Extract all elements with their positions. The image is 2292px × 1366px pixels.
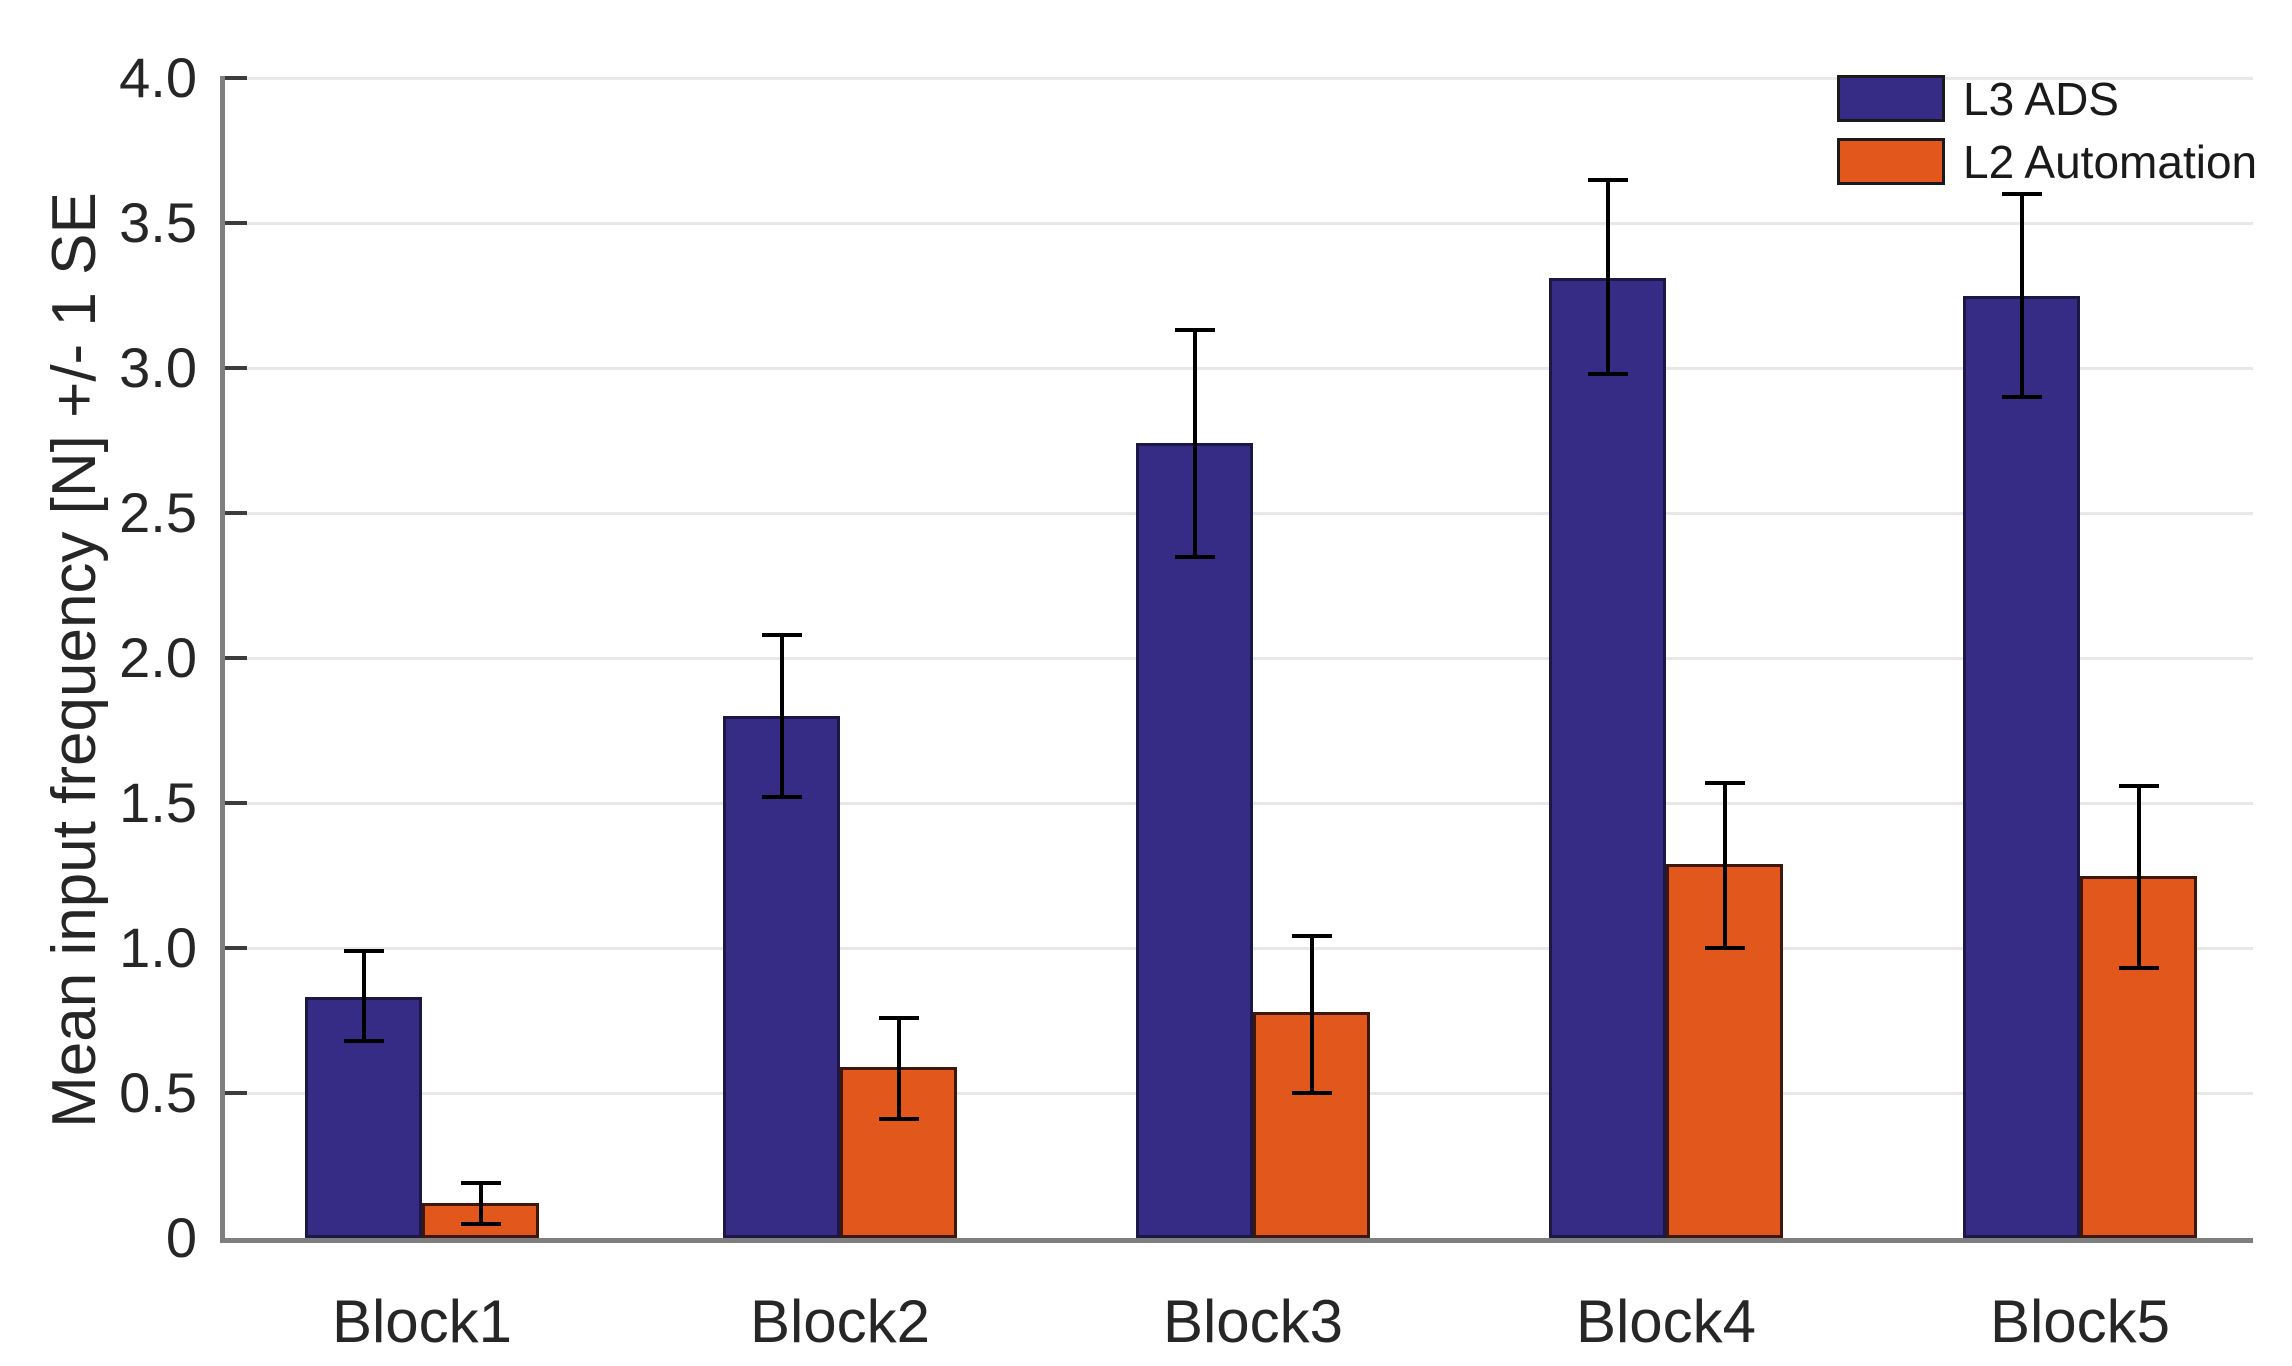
error-bar-line-block4-s1 [1722,782,1727,948]
y-tick-label-1.5: 1.5 [119,771,197,834]
y-tick-mark-2.5 [225,511,247,515]
y-tick-label-2.0: 2.0 [119,626,197,689]
x-tick-label-block1: Block1 [331,1288,513,1355]
legend-swatch-orange [1837,138,1945,185]
error-bar-cap-upper-block4-s1 [1704,780,1745,785]
y-tick-label-3.0: 3.0 [119,336,197,399]
x-tick-label-block5: Block5 [1989,1288,2171,1355]
gridline-y-3.0 [225,367,2253,370]
error-bar-cap-lower-block1-s1 [460,1221,501,1226]
error-bar-cap-upper-block3-s0 [1174,328,1215,333]
x-axis-line [220,1238,2253,1243]
y-tick-label-3.5: 3.5 [119,191,197,254]
y-axis-title: Mean input frequency [N] +/- 1 SE [40,192,109,1128]
y-tick-mark-3.0 [225,366,247,370]
error-bar-cap-upper-block1-s0 [343,948,384,953]
error-bar-cap-upper-block3-s1 [1291,934,1332,939]
error-bar-cap-lower-block1-s0 [343,1038,384,1043]
error-bar-cap-lower-block3-s0 [1174,554,1215,559]
bar-l3-ads-block3 [1136,443,1253,1238]
bar-l2-automation-block2 [840,1066,957,1238]
y-tick-mark-3.5 [225,221,247,225]
y-tick-mark-4.0 [225,76,247,80]
y-tick-mark-1.0 [225,946,247,950]
error-bar-cap-lower-block4-s1 [1704,946,1745,950]
error-bar-line-block1-s0 [361,950,366,1041]
error-bar-cap-lower-block5-s1 [2118,966,2159,971]
y-tick-label-0: 0 [165,1206,197,1269]
legend-label: L2 Automation [1963,135,2258,188]
error-bar-cap-upper-block5-s1 [2118,783,2159,788]
y-tick-mark-2.0 [225,656,247,660]
gridline-y-3.5 [225,222,2253,225]
error-bar-cap-upper-block2-s0 [761,632,802,637]
x-tick-label-block2: Block2 [749,1288,931,1355]
bar-l3-ads-block2 [723,716,840,1238]
bar-l3-ads-block4 [1549,278,1666,1238]
error-bar-line-block4-s0 [1605,179,1610,374]
error-bar-cap-upper-block5-s0 [2001,192,2042,196]
legend-entry-l3-ads: L3 ADS [1837,75,2119,122]
y-tick-mark-0.5 [225,1091,247,1095]
error-bar-cap-lower-block2-s0 [761,795,802,800]
error-bar-cap-lower-block4-s0 [1587,371,1628,376]
x-tick-label-block3: Block3 [1162,1288,1344,1355]
error-bar-cap-lower-block3-s1 [1291,1091,1332,1095]
error-bar-line-block5-s1 [2136,785,2141,969]
error-bar-cap-upper-block4-s0 [1587,177,1628,182]
y-tick-mark-1.5 [225,801,247,805]
error-bar-cap-upper-block2-s1 [878,1015,919,1020]
error-bar-line-block3-s1 [1309,936,1314,1093]
legend-label: L3 ADS [1963,72,2119,125]
y-tick-label-4.0: 4.0 [119,46,197,109]
legend-swatch-blue [1837,75,1945,122]
error-bar-line-block5-s0 [2019,194,2024,397]
error-bar-cap-lower-block2-s1 [878,1117,919,1122]
error-bar-cap-lower-block5-s0 [2001,395,2042,399]
error-bar-cap-upper-block1-s1 [460,1180,501,1185]
error-bar-line-block2-s1 [896,1017,901,1120]
bar-l3-ads-block5 [1963,295,2080,1238]
error-bar-line-block3-s0 [1192,330,1197,557]
error-bar-line-block1-s1 [478,1182,483,1224]
y-axis-line [220,76,225,1240]
gridline-y-4.0 [225,77,2253,80]
x-tick-label-block4: Block4 [1575,1288,1757,1355]
legend-entry-l2-automation: L2 Automation [1837,138,2257,185]
y-tick-label-1.0: 1.0 [119,916,197,979]
y-tick-label-0.5: 0.5 [119,1061,197,1124]
error-bar-line-block2-s0 [779,634,784,798]
y-tick-label-2.5: 2.5 [119,481,197,544]
bar-l3-ads-block1 [305,997,422,1238]
